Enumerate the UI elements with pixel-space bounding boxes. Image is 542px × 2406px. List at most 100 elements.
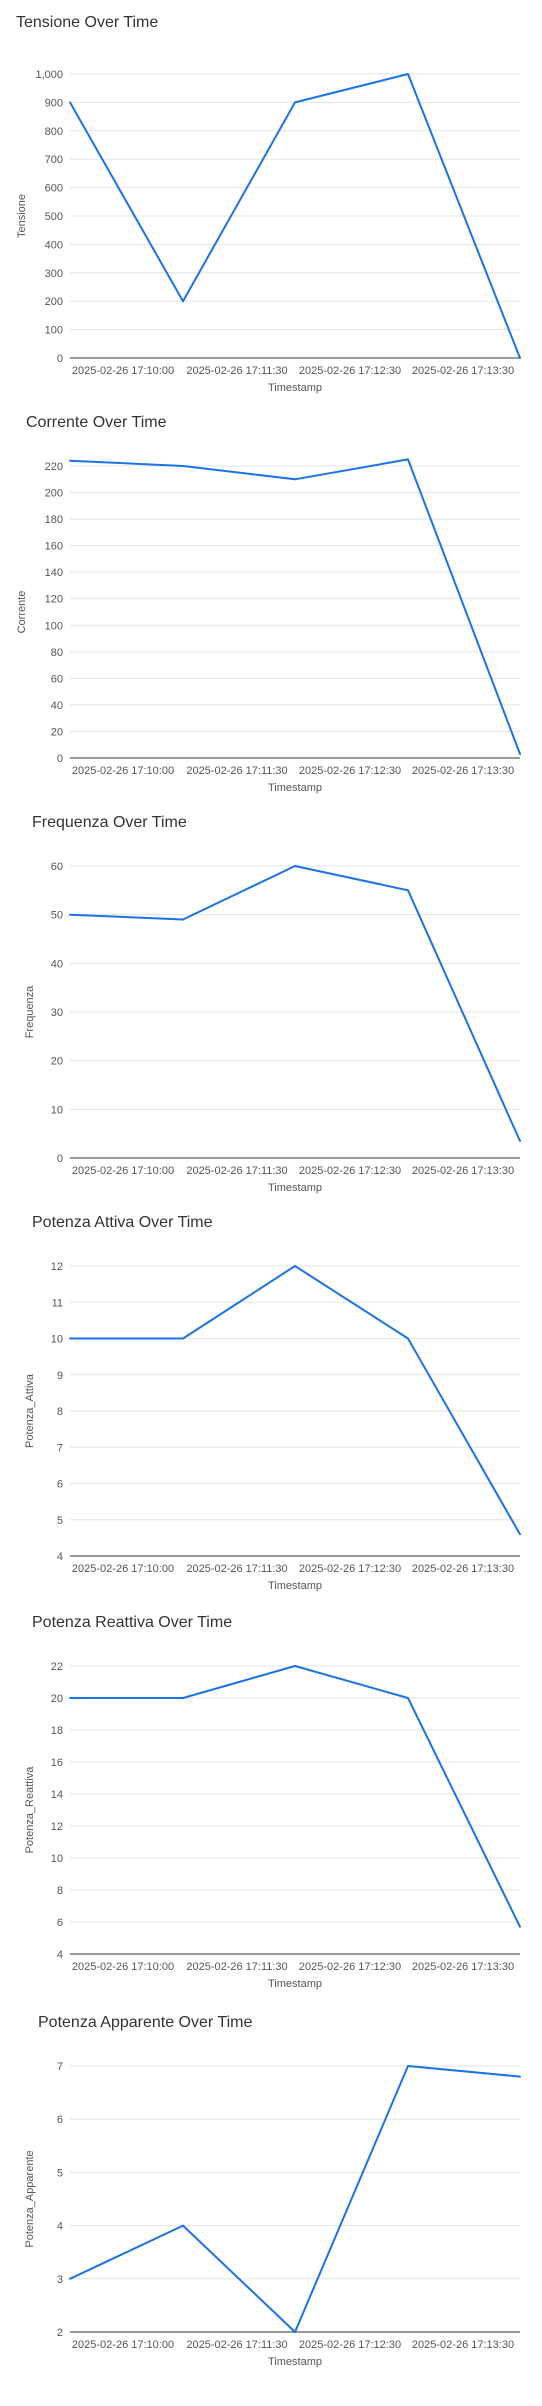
x-axis-label: Timestamp — [268, 382, 322, 394]
x-tick-label: 2025-02-26 17:12:30 — [299, 1165, 401, 1177]
y-tick-label: 3 — [57, 2274, 63, 2286]
y-tick-label: 700 — [45, 154, 63, 166]
data-point — [294, 865, 296, 867]
x-tick-label: 2025-02-26 17:13:30 — [412, 365, 514, 377]
y-tick-label: 800 — [45, 126, 63, 138]
data-point — [182, 300, 184, 303]
data-point — [182, 918, 184, 921]
x-tick-label: 2025-02-26 17:11:30 — [186, 1961, 287, 1973]
line-chart: 4 6 8 10 12 14 16 18 20 22 2025-02-26 17:10:00 2025… — [24, 1661, 521, 1990]
chart-title: Corrente Over Time — [26, 414, 167, 431]
line-chart: 4 5 6 7 8 9 10 11 12 2025-02-26 17:10:00 2025-02-2… — [24, 1261, 521, 1592]
y-tick-label: 500 — [45, 211, 63, 223]
series-line — [70, 1665, 521, 1928]
y-tick-label: 20 — [51, 726, 63, 738]
y-tick-label: 50 — [51, 910, 63, 922]
x-tick-label: 2025-02-26 17:12:30 — [299, 365, 401, 377]
chart-title: Frequenza Over Time — [32, 814, 187, 831]
data-point — [294, 1265, 296, 1267]
y-tick-label: 6 — [57, 2114, 63, 2126]
y-tick-label: 300 — [45, 268, 63, 280]
y-tick-label: 6 — [57, 1917, 63, 1929]
data-point — [182, 1697, 184, 1699]
data-point — [407, 2065, 409, 2067]
y-tick-label: 10 — [51, 1334, 63, 1346]
y-tick-label: 10 — [51, 1104, 63, 1116]
y-tick-label: 22 — [51, 1661, 63, 1673]
line-chart: 0 20 40 60 80 100 120 140 160 180 200 220 2025-02-26… — [16, 458, 521, 794]
data-point — [407, 1337, 409, 1340]
y-tick-label: 200 — [45, 488, 63, 500]
y-axis-label: Potenza_Apparente — [24, 2150, 36, 2247]
y-tick-label: 40 — [51, 958, 63, 970]
line-chart: 2 3 4 5 6 7 2025-02-26 17:10:00 2025-02-26 17:1… — [24, 2061, 521, 2368]
x-axis-label: Timestamp — [268, 782, 322, 794]
y-tick-label: 900 — [45, 97, 63, 109]
x-tick-label: 2025-02-26 17:11:30 — [186, 1165, 287, 1177]
series-line — [69, 865, 521, 1142]
y-axis-label: Tensione — [16, 194, 28, 238]
x-tick-label: 2025-02-26 17:13:30 — [412, 2339, 514, 2351]
chart-panel: Potenza Attiva Over Time 4 5 6 7 8 9 10 11 12 2025… — [0, 1200, 542, 1600]
y-tick-label: 11 — [52, 1297, 63, 1309]
series-line — [69, 458, 521, 755]
series-line — [69, 2065, 521, 2333]
x-tick-label: 2025-02-26 17:12:30 — [299, 2339, 401, 2351]
series-line — [70, 1265, 521, 1535]
y-tick-label: 4 — [57, 2221, 63, 2233]
data-point — [407, 1697, 409, 1699]
x-tick-label: 2025-02-26 17:10:00 — [72, 1563, 174, 1575]
y-tick-label: 0 — [57, 353, 63, 365]
data-point — [294, 2331, 296, 2333]
y-tick-label: 12 — [51, 1821, 63, 1833]
y-tick-label: 5 — [57, 2167, 63, 2179]
y-tick-label: 8 — [57, 1885, 63, 1897]
x-tick-label: 2025-02-26 17:13:30 — [412, 1165, 514, 1177]
x-tick-label: 2025-02-26 17:10:00 — [72, 2339, 174, 2351]
x-axis-label: Timestamp — [268, 2356, 322, 2368]
y-tick-label: 2 — [57, 2327, 63, 2339]
y-tick-label: 100 — [45, 325, 63, 337]
x-tick-label: 2025-02-26 17:11:30 — [186, 1563, 287, 1575]
data-point — [69, 1337, 71, 1340]
y-tick-label: 220 — [45, 461, 63, 473]
y-tick-label: 140 — [45, 567, 63, 579]
y-tick-label: 7 — [57, 2061, 63, 2073]
y-tick-label: 180 — [45, 514, 63, 526]
y-tick-label: 60 — [51, 673, 63, 685]
y-tick-label: 120 — [45, 594, 63, 606]
x-tick-label: 2025-02-26 17:10:00 — [72, 365, 174, 377]
data-point — [519, 1533, 521, 1536]
line-chart: 0 100 200 300 400 500 600 700 800 900 1,000 2025-02… — [16, 69, 521, 394]
y-tick-label: 400 — [45, 239, 63, 251]
data-point — [519, 2075, 521, 2078]
data-point — [69, 101, 71, 104]
data-point — [407, 889, 409, 892]
y-tick-label: 4 — [57, 1551, 63, 1563]
data-point — [294, 101, 296, 104]
data-point — [519, 753, 521, 755]
data-point — [407, 458, 409, 461]
x-tick-label: 2025-02-26 17:10:00 — [72, 765, 174, 777]
x-tick-label: 2025-02-26 17:11:30 — [186, 765, 287, 777]
y-tick-label: 10 — [51, 1853, 63, 1865]
x-tick-label: 2025-02-26 17:13:30 — [412, 765, 514, 777]
y-tick-label: 600 — [45, 183, 63, 195]
data-point — [182, 1337, 184, 1340]
chart-title: Potenza Reattiva Over Time — [32, 1614, 233, 1631]
y-axis-label: Potenza_Attiva — [24, 1373, 36, 1448]
x-axis-label: Timestamp — [268, 1182, 322, 1194]
chart-panel: Frequenza Over Time 0 10 20 30 40 50 60 2025-02-… — [0, 800, 542, 1200]
y-tick-label: 4 — [57, 1949, 63, 1961]
y-tick-label: 40 — [51, 700, 63, 712]
y-tick-label: 0 — [57, 753, 63, 765]
x-tick-label: 2025-02-26 17:12:30 — [299, 1961, 401, 1973]
y-tick-label: 6 — [57, 1479, 63, 1491]
data-point — [294, 1665, 296, 1667]
data-point — [69, 2277, 71, 2280]
data-point — [519, 1925, 521, 1928]
chart-panel: Potenza Apparente Over Time 2 3 4 5 6 7 2025-02… — [0, 2000, 542, 2400]
y-tick-label: 7 — [57, 1442, 63, 1454]
y-tick-label: 12 — [51, 1261, 63, 1273]
x-tick-label: 2025-02-26 17:10:00 — [72, 1165, 174, 1177]
